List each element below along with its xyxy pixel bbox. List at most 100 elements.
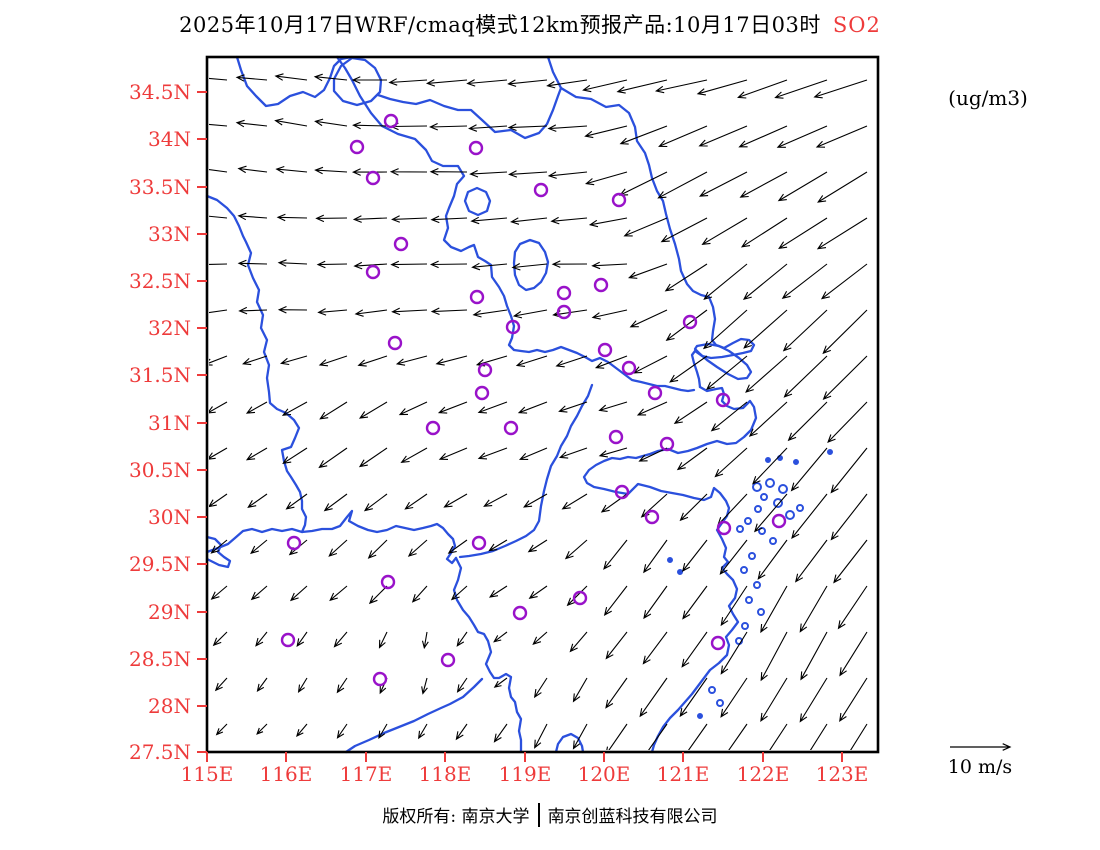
boundary-chongming-island bbox=[693, 342, 753, 381]
wind-arrow bbox=[632, 355, 668, 374]
wind-arrow bbox=[400, 447, 428, 463]
island-blob bbox=[745, 596, 753, 604]
wind-arrow bbox=[636, 401, 668, 416]
wind-arrow bbox=[682, 585, 708, 620]
wind-arrow bbox=[297, 677, 308, 693]
station-marker bbox=[468, 140, 484, 156]
wind-arrow bbox=[336, 723, 348, 739]
wind-arrow bbox=[794, 539, 828, 583]
wind-arrow bbox=[757, 539, 788, 580]
wind-arrow bbox=[564, 539, 588, 560]
boundary-south-coast-bump bbox=[554, 732, 585, 754]
wind-arrow bbox=[669, 355, 708, 383]
island-blob bbox=[765, 478, 775, 488]
wind-arrow bbox=[368, 585, 388, 605]
wind-arrow bbox=[598, 447, 628, 458]
wind-arrow bbox=[511, 263, 548, 271]
lat-tick-label: 29N bbox=[148, 600, 191, 624]
wind-arrow bbox=[714, 447, 748, 478]
wind-arrow bbox=[455, 723, 468, 741]
wind-arrow bbox=[493, 631, 508, 643]
wind-arrow bbox=[488, 539, 508, 552]
station-marker bbox=[644, 509, 660, 525]
station-marker bbox=[383, 113, 399, 129]
wind-arrow bbox=[425, 79, 468, 87]
wind-arrow bbox=[660, 217, 708, 243]
wind-arrow bbox=[572, 677, 588, 703]
wind-arrow bbox=[363, 493, 388, 512]
wind-arrow bbox=[547, 171, 588, 179]
wind-arrow bbox=[508, 170, 548, 178]
station-marker bbox=[593, 277, 609, 293]
wind-arrow bbox=[605, 677, 628, 709]
lat-tick-label: 27.5N bbox=[129, 740, 191, 764]
station-marker bbox=[716, 520, 732, 536]
wind-arrow bbox=[277, 305, 308, 314]
wind-arrow bbox=[594, 355, 628, 369]
wind-arrow bbox=[822, 309, 868, 355]
wind-arrow bbox=[214, 677, 228, 692]
lat-tick-label: 31.5N bbox=[129, 363, 191, 387]
wind-arrow bbox=[737, 79, 788, 99]
boundary-gaoyou-lake bbox=[512, 238, 550, 292]
wind-arrow bbox=[582, 79, 628, 93]
station-marker bbox=[469, 289, 485, 305]
wind-arrow bbox=[603, 539, 628, 570]
wind-arrow bbox=[518, 447, 548, 460]
station-marker bbox=[682, 314, 698, 330]
wind-arrow bbox=[510, 217, 548, 225]
wind-arrow bbox=[830, 493, 868, 541]
wind-arrow bbox=[739, 171, 788, 198]
wind-arrow bbox=[421, 677, 428, 695]
island-blob bbox=[752, 482, 762, 492]
wind-arrow bbox=[318, 355, 348, 367]
wind-arrow bbox=[523, 493, 548, 508]
wind-arrow bbox=[358, 401, 388, 419]
station-marker bbox=[647, 385, 663, 401]
island-blob bbox=[697, 713, 703, 719]
boundary-zhejiang-coastline bbox=[582, 385, 758, 754]
wind-arrow bbox=[558, 447, 588, 459]
boundary-jiangsu-coastline bbox=[546, 55, 756, 389]
wind-arrow bbox=[256, 677, 268, 692]
wind-arrow bbox=[470, 216, 508, 225]
wind-arrow bbox=[790, 447, 828, 492]
station-markers-group bbox=[280, 113, 787, 687]
station-marker bbox=[286, 535, 302, 551]
wind-arrow bbox=[471, 262, 508, 271]
wind-arrow bbox=[468, 124, 508, 132]
wind-arrow bbox=[787, 401, 828, 442]
wind-arrow bbox=[209, 263, 228, 265]
wind-arrow bbox=[665, 309, 708, 341]
wind-arrow bbox=[209, 215, 228, 219]
wind-arrow bbox=[822, 355, 868, 400]
wind-arrow bbox=[639, 677, 668, 718]
wind-arrow bbox=[289, 585, 308, 602]
wind-arrow bbox=[605, 631, 628, 660]
island-blob bbox=[741, 622, 749, 630]
lat-tick-label: 28N bbox=[148, 694, 191, 718]
lon-tick-label: 123E bbox=[816, 762, 869, 786]
wind-arrow bbox=[717, 493, 748, 526]
wind-arrow bbox=[456, 677, 468, 693]
wind-arrow bbox=[658, 125, 708, 148]
species-label: SO2 bbox=[832, 13, 881, 37]
wind-arrow bbox=[782, 309, 828, 352]
wind-arrow bbox=[507, 79, 548, 87]
wind-arrow bbox=[275, 165, 308, 174]
station-marker bbox=[477, 362, 493, 378]
wind-arrow bbox=[698, 125, 748, 147]
lat-tick-label: 34N bbox=[148, 127, 191, 151]
wind-arrow bbox=[209, 309, 228, 314]
wind-arrow bbox=[681, 631, 708, 668]
wind-arrow bbox=[215, 723, 228, 736]
station-marker bbox=[710, 635, 726, 651]
wind-arrow bbox=[654, 79, 708, 94]
wind-arrow bbox=[850, 723, 868, 750]
wind-arrow bbox=[438, 447, 468, 460]
wind-arrow bbox=[528, 585, 548, 599]
station-marker bbox=[474, 385, 490, 401]
wind-arrow bbox=[588, 217, 628, 228]
wind-arrow bbox=[705, 355, 748, 390]
station-marker bbox=[365, 170, 381, 186]
